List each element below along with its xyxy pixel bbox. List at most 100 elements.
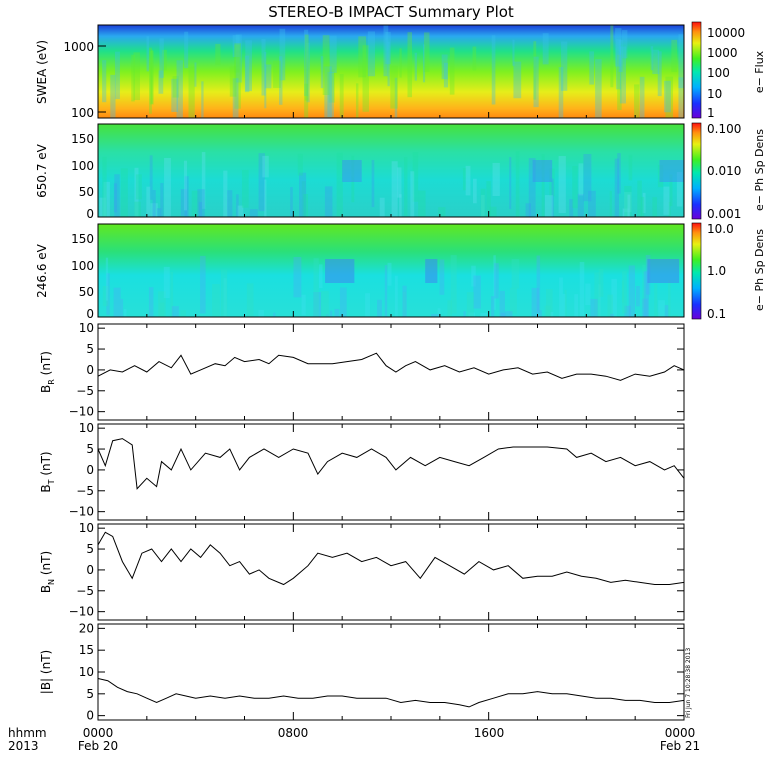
- bt-series-line: [97, 438, 685, 490]
- spectrogram-streak: [103, 181, 110, 217]
- spectrogram-streak: [671, 314, 678, 317]
- spectrogram-streak: [394, 77, 398, 118]
- br-panel: 10 5 0 −5 −10 BR (nT): [39, 321, 685, 421]
- spectrogram-streak: [607, 294, 614, 317]
- spectrogram-streak: [669, 174, 673, 207]
- spectrogram-streak: [473, 178, 477, 204]
- spectrogram-streak: [223, 278, 227, 317]
- spectrogram-streak: [358, 36, 367, 78]
- spectrogram-streak: [438, 207, 446, 217]
- spectrogram-streak: [618, 39, 623, 73]
- spectrogram-streak: [654, 283, 658, 317]
- pad246-cb-tick: 10.0: [707, 222, 734, 236]
- spectrogram-streak: [220, 269, 228, 317]
- spectrogram-streak: [172, 76, 179, 98]
- x-tick-label: 0000: [83, 726, 114, 740]
- spectrogram-streak: [594, 272, 601, 317]
- spectrogram-streak: [159, 302, 165, 317]
- spectrogram-streak: [463, 311, 466, 317]
- spectrogram-streak: [639, 76, 645, 118]
- spectrogram-streak: [617, 153, 621, 194]
- spectrogram-streak: [201, 81, 204, 118]
- spectrogram-streak: [544, 195, 553, 217]
- spectrogram-streak: [462, 168, 467, 191]
- spectrogram-streak: [489, 206, 497, 217]
- spectrogram-streak: [657, 51, 662, 97]
- spectrogram-streak: [152, 190, 156, 217]
- spectrogram-patch: [532, 160, 553, 182]
- spectrogram-streak: [212, 284, 220, 317]
- spectrogram-streak: [577, 193, 584, 217]
- spectrogram-streak: [146, 36, 149, 72]
- spectrogram-streak: [536, 255, 541, 313]
- spectrogram-streak: [635, 286, 640, 307]
- spectrogram-streak: [450, 255, 457, 314]
- spectrogram-streak: [511, 259, 520, 289]
- x-corner-label-year: 2013: [8, 739, 39, 753]
- spectrogram-streak: [542, 33, 549, 65]
- pad246-ytick: 50: [79, 285, 94, 299]
- spectrogram-streak: [197, 189, 205, 217]
- spectrogram-streak: [339, 74, 344, 118]
- spectrogram-streak: [424, 32, 430, 72]
- spectrogram-streak: [200, 255, 206, 314]
- spectrogram-streak: [558, 156, 566, 214]
- spectrogram-streak: [362, 45, 369, 112]
- pad650-ylabel: 650.7 eV: [35, 143, 49, 198]
- swea-cb-tick: 1: [707, 106, 715, 120]
- spectrogram-streak: [99, 197, 106, 217]
- bn-ylabel: BN (nT): [39, 551, 56, 593]
- spectrogram-streak: [493, 255, 496, 310]
- spectrogram-streak: [480, 313, 487, 317]
- spectrogram-streak: [318, 264, 323, 288]
- spectrogram-streak: [313, 292, 322, 317]
- spectrogram-streak: [156, 208, 162, 217]
- spectrogram-streak: [439, 259, 445, 295]
- spectrogram-patch: [659, 160, 684, 182]
- spectrogram-streak: [334, 308, 340, 317]
- swea-cb-tick: 1000: [707, 46, 738, 60]
- bt-ylabel: BT (nT): [39, 451, 56, 492]
- spectrogram-streak: [588, 190, 596, 217]
- spectrogram-streak: [410, 171, 415, 217]
- spectrogram-streak: [465, 165, 471, 196]
- spectrogram-streak: [443, 62, 448, 88]
- spectrogram-streak: [184, 176, 189, 217]
- pad650-texture: [99, 151, 684, 217]
- spectrogram-streak: [621, 30, 628, 59]
- spectrogram-streak: [676, 172, 683, 207]
- spectrogram-streak: [471, 265, 476, 287]
- spectrogram-streak: [494, 263, 499, 299]
- spectrogram-streak: [402, 285, 407, 317]
- spectrogram-streak: [163, 266, 170, 299]
- spectrogram-patch: [325, 259, 355, 283]
- swea-colorbar-label: e− Flux: [753, 50, 766, 93]
- spectrogram-streak: [615, 28, 622, 67]
- spectrogram-streak: [544, 305, 551, 317]
- br-ytick-label: 5: [86, 342, 94, 356]
- spectrogram-streak: [431, 314, 439, 317]
- spectrogram-streak: [303, 194, 309, 217]
- spectrogram-streak: [120, 298, 124, 317]
- spectrogram-streak: [622, 208, 630, 217]
- spectrogram-streak: [491, 296, 495, 317]
- spectrogram-streak: [313, 258, 319, 317]
- bt-ytick-label: 10: [79, 421, 94, 435]
- pad246-ytick: 0: [86, 307, 94, 321]
- spectrogram-streak: [486, 181, 491, 217]
- br-ytick-label: 10: [79, 321, 94, 335]
- spectrogram-streak: [634, 84, 640, 118]
- x-tick-date: Feb 20: [78, 739, 118, 753]
- spectrogram-streak: [105, 257, 109, 301]
- spectrogram-streak: [236, 194, 239, 217]
- spectrogram-streak: [468, 312, 475, 317]
- spectrogram-streak: [384, 265, 388, 317]
- spectrogram-streak: [258, 153, 265, 212]
- spectrogram-streak: [657, 312, 660, 317]
- spectrogram-streak: [564, 289, 567, 317]
- bt-ytick-label: 0: [86, 463, 94, 477]
- spectrogram-streak: [500, 312, 506, 317]
- x-tick-label: 1600: [474, 726, 505, 740]
- spectrogram-streak: [628, 154, 633, 181]
